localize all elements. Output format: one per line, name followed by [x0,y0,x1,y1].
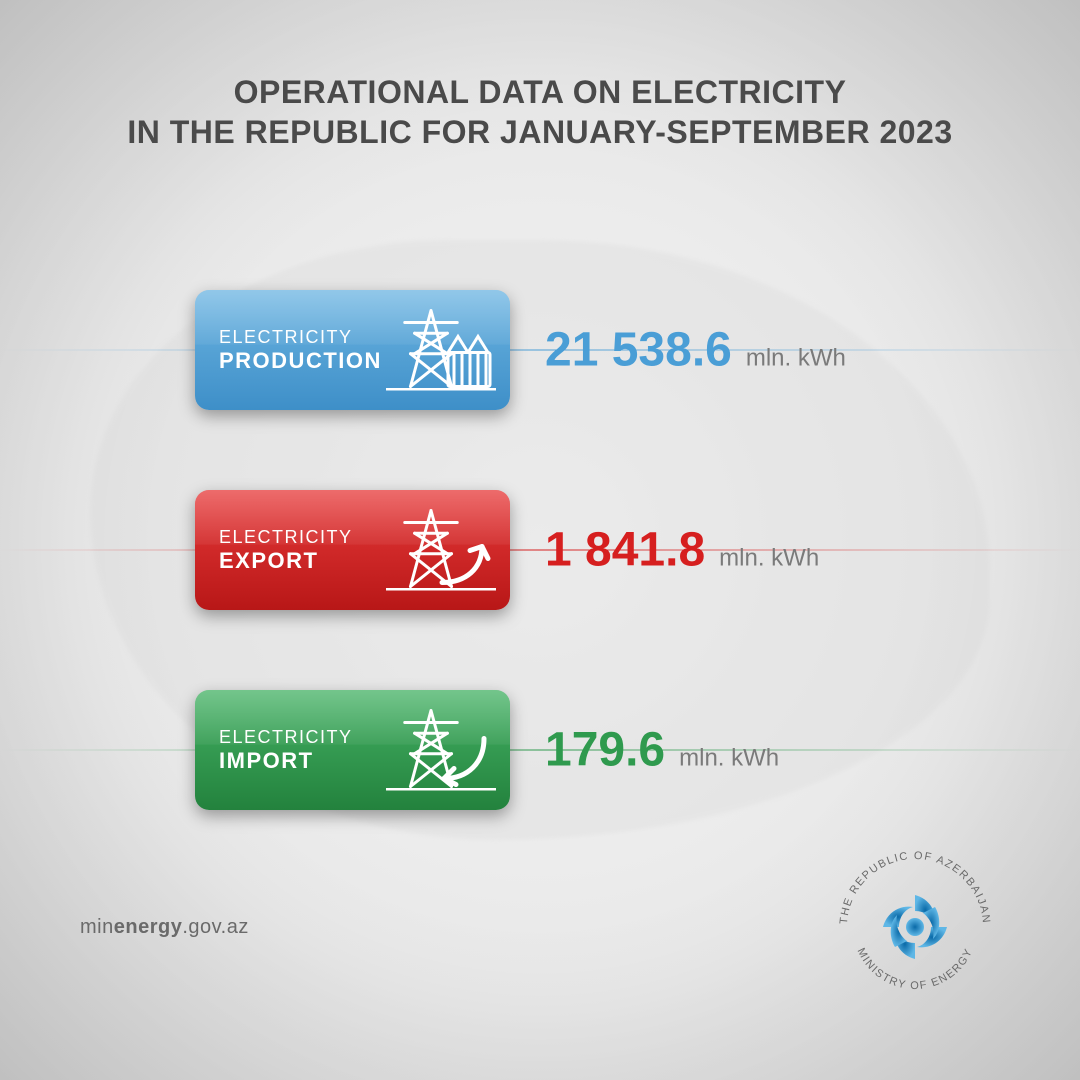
card-label: ELECTRICITYIMPORT [219,727,353,774]
card-label: ELECTRICITYPRODUCTION [219,327,382,374]
footer: minenergy.gov.az THE REPUBLIC OF AZERBAI… [0,842,1080,1012]
metric-value: 21 538.6 mln. kWh [545,323,846,378]
card-label-bottom: IMPORT [219,748,353,774]
card-label-top: ELECTRICITY [219,727,353,748]
metric-card: ELECTRICITYPRODUCTION [195,290,510,410]
metric-value-unit: mln. kWh [719,545,819,573]
source-bold: energy [114,916,183,938]
export-icon [386,505,496,596]
metric-value: 179.6 mln. kWh [545,723,779,778]
row-divider-line [0,350,1080,351]
card-label-top: ELECTRICITY [219,527,353,548]
metric-value-unit: mln. kWh [679,745,779,773]
card-label-top: ELECTRICITY [219,327,382,348]
ministry-emblem: THE REPUBLIC OF AZERBAIJAN MINISTRY OF E… [830,842,1000,1012]
row-divider-line [0,550,1080,551]
metric-card: ELECTRICITYIMPORT [195,690,510,810]
metric-card: ELECTRICITYEXPORT [195,490,510,610]
metric-value-unit: mln. kWh [746,345,846,373]
metric-value-number: 179.6 [545,723,665,778]
svg-text:THE REPUBLIC OF AZERBAIJAN: THE REPUBLIC OF AZERBAIJAN [838,850,992,925]
source-url: minenergy.gov.az [80,916,249,939]
title-line-1: OPERATIONAL DATA ON ELECTRICITY [0,72,1080,112]
metric-value-number: 21 538.6 [545,323,732,378]
emblem-ring-text: THE REPUBLIC OF AZERBAIJAN MINISTRY OF E… [830,842,1000,1012]
data-row: ELECTRICITYEXPORT 1 841.8 mln. kWh [0,490,1080,610]
source-post: .gov.az [182,916,249,938]
import-icon [386,705,496,796]
row-divider-line [0,750,1080,751]
card-label: ELECTRICITYEXPORT [219,527,353,574]
title-line-2: IN THE REPUBLIC FOR JANUARY-SEPTEMBER 20… [0,112,1080,152]
metric-value-number: 1 841.8 [545,523,705,578]
data-row: ELECTRICITYPRODUCTION 21 538.6 mln. kWh [0,290,1080,410]
svg-text:MINISTRY OF ENERGY: MINISTRY OF ENERGY [855,946,976,992]
infographic-content: OPERATIONAL DATA ON ELECTRICITY IN THE R… [0,0,1080,1080]
page-title: OPERATIONAL DATA ON ELECTRICITY IN THE R… [0,72,1080,152]
card-label-bottom: EXPORT [219,548,353,574]
production-icon [386,305,496,396]
emblem-ring-top-text: THE REPUBLIC OF AZERBAIJAN [838,850,992,925]
emblem-ring-bottom-text: MINISTRY OF ENERGY [855,946,976,992]
metric-value: 1 841.8 mln. kWh [545,523,819,578]
data-rows: ELECTRICITYPRODUCTION 21 538.6mln. kWhEL… [0,290,1080,890]
data-row: ELECTRICITYIMPORT 179.6 mln. kWh [0,690,1080,810]
source-pre: min [80,916,114,938]
card-label-bottom: PRODUCTION [219,348,382,374]
